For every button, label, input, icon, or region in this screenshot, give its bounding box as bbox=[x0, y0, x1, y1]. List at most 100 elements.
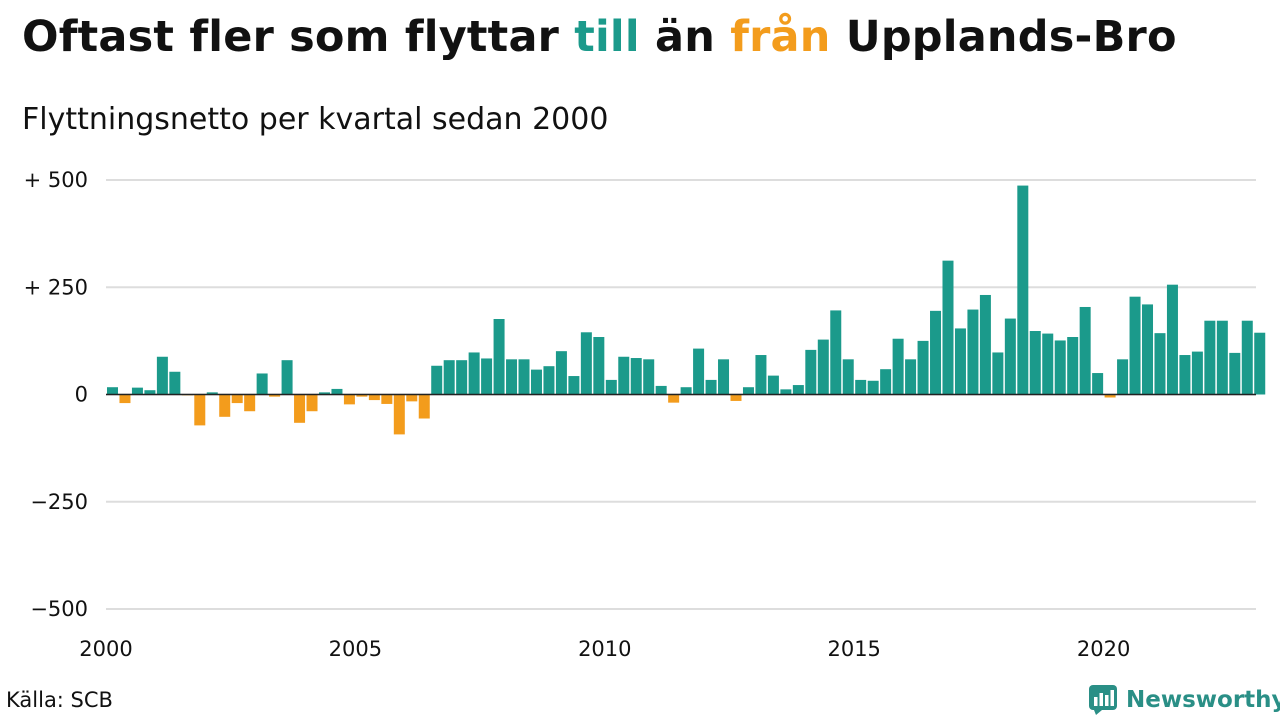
bar bbox=[1179, 355, 1191, 395]
bar bbox=[418, 394, 430, 419]
bar bbox=[568, 376, 580, 395]
bar bbox=[668, 394, 680, 403]
bar bbox=[493, 319, 505, 395]
bar bbox=[630, 358, 642, 395]
y-tick-label: + 500 bbox=[24, 168, 88, 192]
bar bbox=[855, 379, 867, 395]
bar bbox=[555, 351, 567, 395]
bar bbox=[1092, 373, 1104, 395]
bar bbox=[131, 387, 143, 395]
bar bbox=[580, 332, 592, 395]
chart-title: Oftast fler som flyttar till än från Upp… bbox=[22, 12, 1177, 62]
bar bbox=[343, 394, 355, 405]
bar bbox=[219, 394, 231, 417]
bar bbox=[643, 359, 655, 395]
bar bbox=[256, 373, 268, 395]
bar bbox=[381, 394, 393, 404]
brand-logo: Newsworthy bbox=[1088, 684, 1280, 716]
bar bbox=[468, 352, 480, 395]
bar bbox=[107, 387, 118, 395]
bar bbox=[979, 294, 991, 395]
bar bbox=[281, 360, 293, 395]
bar bbox=[194, 394, 206, 426]
bar bbox=[718, 359, 730, 395]
bar bbox=[755, 355, 767, 395]
bar bbox=[805, 349, 817, 395]
title-part-2: än bbox=[639, 12, 731, 62]
x-tick-label: 2005 bbox=[329, 637, 382, 661]
bar bbox=[1254, 332, 1266, 395]
bar bbox=[817, 339, 829, 395]
bar bbox=[705, 379, 717, 395]
bar bbox=[530, 369, 542, 395]
bar bbox=[730, 394, 742, 401]
bar bbox=[331, 388, 343, 395]
x-tick-label: 2020 bbox=[1077, 637, 1130, 661]
bar bbox=[930, 310, 942, 395]
bar bbox=[880, 369, 892, 395]
bar bbox=[892, 338, 904, 395]
bar bbox=[156, 356, 168, 395]
bar bbox=[655, 385, 667, 395]
bar bbox=[954, 328, 966, 395]
bar bbox=[269, 394, 281, 397]
bar bbox=[1229, 352, 1241, 395]
bar bbox=[1129, 296, 1141, 395]
x-tick-label: 2010 bbox=[578, 637, 631, 661]
bar bbox=[1017, 185, 1029, 395]
bar bbox=[206, 392, 218, 395]
bar bbox=[1117, 359, 1129, 395]
bar bbox=[294, 394, 306, 423]
bar bbox=[1191, 351, 1203, 395]
bar bbox=[792, 385, 804, 395]
bar bbox=[368, 394, 380, 401]
source-note: Källa: SCB bbox=[6, 688, 113, 712]
bar bbox=[905, 359, 917, 395]
bar bbox=[1216, 320, 1228, 395]
bar bbox=[1079, 306, 1091, 395]
x-tick-label: 2000 bbox=[79, 637, 132, 661]
bar bbox=[967, 309, 979, 395]
title-part-1: Oftast fler som flyttar bbox=[22, 12, 575, 62]
newsworthy-logo-icon bbox=[1089, 685, 1117, 715]
bar bbox=[1142, 304, 1154, 395]
bar bbox=[318, 392, 330, 395]
bar bbox=[680, 387, 692, 395]
bar bbox=[917, 340, 929, 395]
bar bbox=[356, 394, 368, 397]
bar bbox=[1154, 333, 1166, 395]
bar bbox=[1166, 284, 1178, 395]
bar bbox=[306, 394, 318, 412]
bar bbox=[992, 352, 1004, 395]
bar bbox=[518, 359, 530, 395]
y-tick-label: −500 bbox=[30, 597, 88, 621]
bar bbox=[693, 348, 705, 395]
bar bbox=[231, 394, 243, 404]
bar bbox=[1029, 331, 1041, 395]
y-tick-label: 0 bbox=[75, 383, 88, 407]
bar bbox=[767, 375, 779, 395]
bar bbox=[393, 394, 405, 435]
bar bbox=[867, 380, 879, 395]
bar bbox=[144, 390, 156, 395]
bar bbox=[593, 337, 605, 395]
y-tick-label: −250 bbox=[30, 490, 88, 514]
bar bbox=[605, 379, 617, 395]
bar bbox=[618, 356, 630, 395]
bar bbox=[742, 387, 754, 395]
bar bbox=[1067, 337, 1079, 395]
bar bbox=[169, 371, 181, 395]
bar bbox=[456, 360, 468, 395]
bar bbox=[1104, 394, 1116, 398]
title-highlight-positive: till bbox=[574, 12, 640, 62]
bar bbox=[431, 365, 443, 395]
bar bbox=[543, 366, 555, 395]
bar bbox=[842, 359, 854, 395]
bar bbox=[244, 394, 256, 412]
x-tick-label: 2015 bbox=[827, 637, 880, 661]
bar bbox=[1054, 340, 1066, 395]
bar bbox=[1004, 318, 1016, 395]
title-highlight-negative: från bbox=[730, 12, 831, 62]
bar bbox=[119, 394, 131, 404]
